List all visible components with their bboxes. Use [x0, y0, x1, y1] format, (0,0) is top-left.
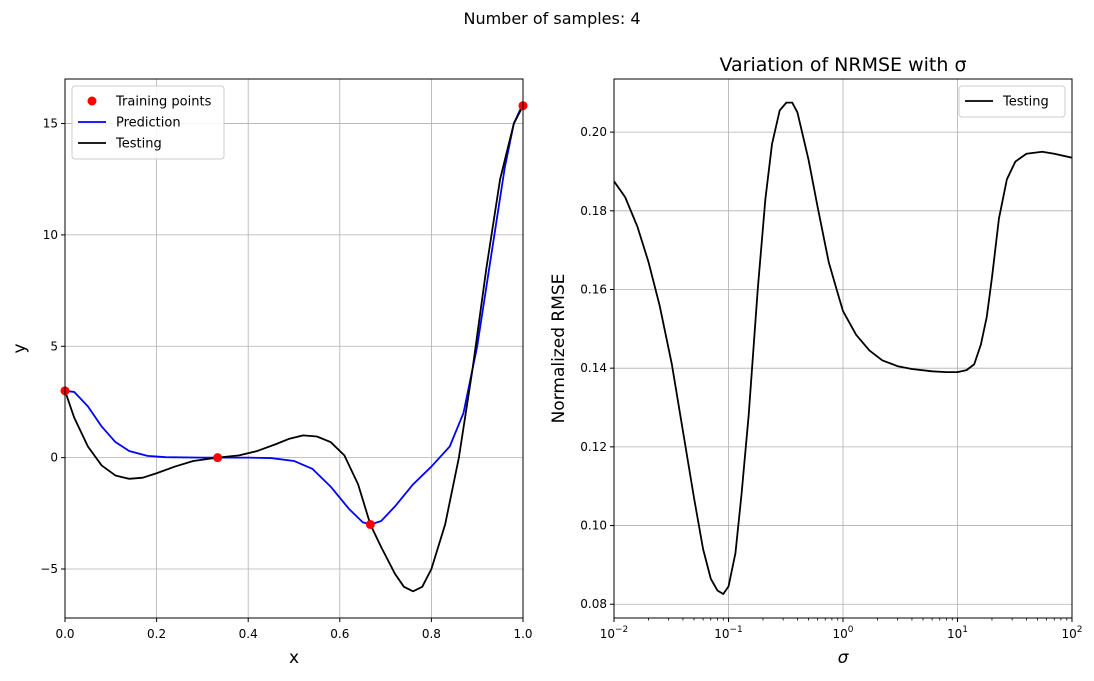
- legend-label: Testing: [115, 137, 162, 152]
- y-tick-label: 0.16: [580, 282, 607, 296]
- legend-label: Prediction: [116, 116, 181, 131]
- y-tick-label: 0.12: [580, 440, 607, 454]
- x-tick-label: 1.0: [513, 627, 532, 641]
- x-tick-label-base: 10: [714, 627, 729, 641]
- legend-label: Training points: [115, 95, 212, 110]
- x-tick-label-exponent: −2: [615, 625, 628, 635]
- x-tick-label: 10−1: [714, 625, 743, 641]
- x-axis-label: σ: [838, 648, 850, 668]
- y-axis-label: y: [10, 343, 30, 353]
- y-tick-label: −5: [40, 562, 58, 576]
- legend-label: Testing: [1002, 95, 1049, 110]
- x-tick-label: 0.2: [147, 627, 166, 641]
- x-tick-label-exponent: −1: [730, 625, 743, 635]
- x-tick-label: 0.0: [55, 627, 74, 641]
- plot-area: [65, 103, 523, 593]
- y-tick-label: 0.18: [580, 204, 607, 218]
- x-tick-label-base: 10: [1061, 627, 1076, 641]
- right-chart-panel: 10−2 10−1 100 101 1020.080.100.120.140.160.1…: [549, 54, 1083, 668]
- x-tick-label-exponent: 0: [848, 625, 854, 635]
- y-tick-label: 10: [43, 228, 58, 242]
- testing-line: [65, 105, 523, 593]
- grid: [613, 79, 1073, 618]
- legend: Testing: [958, 85, 1066, 118]
- y-tick-label: 5: [50, 339, 58, 353]
- chart-title: Variation of NRMSE with σ: [720, 54, 967, 76]
- left-chart-panel: 0.0 0.2 0.4 0.6 0.8 1.0 −5 0 5 10 15 x y Training poi…: [10, 78, 533, 668]
- legend-box: [71, 85, 225, 160]
- y-tick-label: 0: [50, 451, 58, 465]
- x-tick-label: 102: [1061, 625, 1082, 641]
- legend: Training points Prediction Testing: [71, 85, 225, 160]
- training-point: [213, 453, 223, 463]
- grid: [64, 79, 524, 618]
- legend-marker: [87, 96, 97, 106]
- x-tick-label: 0.4: [239, 627, 258, 641]
- axes-frame: [64, 78, 524, 619]
- y-tick-label: 0.14: [580, 361, 607, 375]
- legend-box: [958, 85, 1066, 118]
- x-tick-label: 100: [832, 625, 853, 641]
- y-axis-label: Normalized RMSE: [549, 274, 569, 424]
- y-tick-label: 0.20: [580, 125, 607, 139]
- x-tick-label: 0.8: [422, 627, 441, 641]
- x-axis-label: x: [289, 648, 299, 668]
- prediction-line: [65, 103, 523, 526]
- y-tick-label: 0.10: [580, 519, 607, 533]
- x-tick-label: 101: [947, 625, 968, 641]
- plot-area: [614, 101, 1072, 595]
- training-point: [365, 519, 375, 529]
- figure-suptitle: Number of samples: 4: [463, 9, 640, 28]
- x-tick-label-base: 10: [600, 627, 615, 641]
- x-tick-label-base: 10: [947, 627, 962, 641]
- y-tick-label: 15: [43, 117, 58, 131]
- testing-line: [614, 101, 1072, 595]
- x-tick-label-base: 10: [832, 627, 847, 641]
- x-tick-label-exponent: 2: [1077, 625, 1083, 635]
- x-tick-label: 0.6: [330, 627, 349, 641]
- y-tick-label: 0.08: [580, 597, 607, 611]
- x-tick-label-exponent: 1: [962, 625, 968, 635]
- x-tick-label: 10−2: [600, 625, 629, 641]
